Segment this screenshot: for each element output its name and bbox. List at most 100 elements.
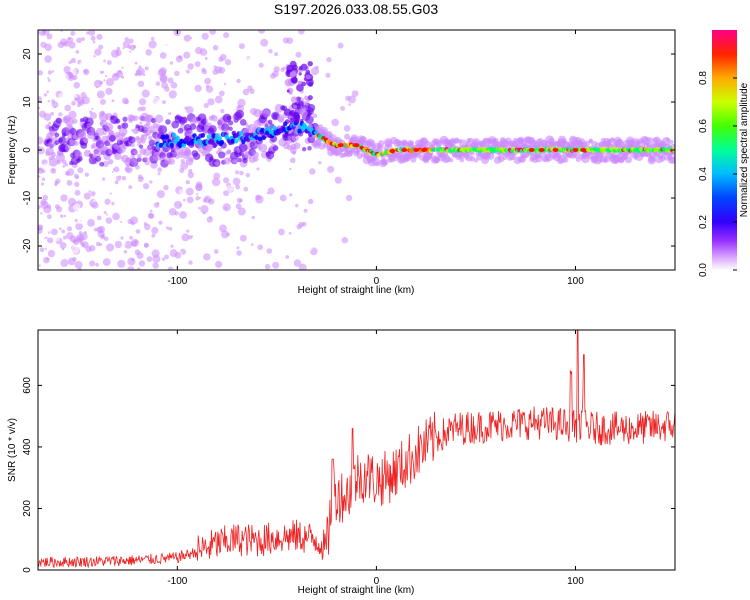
colorbar-label: Normalized spectral amplitude bbox=[739, 82, 750, 217]
colorbar-gradient bbox=[712, 30, 737, 270]
noise-blob bbox=[183, 34, 192, 42]
noise-blob bbox=[185, 106, 194, 114]
noise-blob bbox=[282, 37, 289, 44]
noise-blob bbox=[218, 56, 224, 62]
noise-blob bbox=[92, 69, 101, 78]
noise-blob bbox=[105, 75, 108, 78]
noise-blob bbox=[220, 108, 225, 114]
noise-blob bbox=[42, 163, 51, 172]
signal-halo bbox=[301, 146, 307, 152]
noise-blob bbox=[129, 55, 135, 61]
noise-blob bbox=[72, 93, 77, 99]
signal-halo bbox=[107, 159, 114, 165]
signal-halo bbox=[87, 131, 95, 140]
noise-blob bbox=[273, 66, 280, 73]
noise-blob bbox=[280, 67, 285, 72]
noise-blob bbox=[213, 172, 221, 180]
signal-halo bbox=[211, 115, 218, 122]
noise-blob bbox=[61, 73, 70, 81]
noise-blob bbox=[298, 263, 307, 270]
noise-blob bbox=[38, 96, 43, 102]
signal-spike-blob bbox=[288, 91, 293, 95]
noise-blob bbox=[198, 196, 201, 199]
noise-blob bbox=[40, 182, 45, 186]
signal-halo bbox=[238, 143, 248, 153]
noise-blob bbox=[89, 260, 96, 267]
signal-halo bbox=[147, 135, 153, 140]
signal-halo bbox=[95, 155, 102, 162]
noise-blob bbox=[113, 166, 120, 173]
signal-halo bbox=[144, 156, 149, 162]
colorbar-tick-label: 0.2 bbox=[698, 215, 709, 229]
noise-blob bbox=[90, 213, 97, 220]
noise-blob bbox=[103, 211, 107, 215]
signal-halo bbox=[192, 152, 201, 160]
signal-core bbox=[283, 121, 288, 127]
noise-blob bbox=[74, 189, 81, 196]
noise-blob bbox=[57, 41, 65, 49]
signal-halo bbox=[624, 156, 633, 164]
noise-blob bbox=[165, 40, 172, 47]
noise-blob bbox=[102, 177, 106, 181]
noise-blob bbox=[244, 103, 250, 110]
noise-blob bbox=[187, 171, 195, 179]
signal-core bbox=[206, 134, 211, 140]
noise-blob bbox=[212, 69, 219, 75]
noise-blob bbox=[301, 196, 305, 200]
noise-blob bbox=[207, 98, 215, 106]
noise-blob bbox=[90, 191, 96, 197]
noise-blob bbox=[183, 51, 191, 59]
signal-core bbox=[254, 135, 259, 141]
signal-halo bbox=[234, 159, 239, 164]
noise-blob bbox=[305, 243, 313, 252]
noise-blob bbox=[40, 200, 49, 209]
noise-blob bbox=[43, 256, 50, 264]
noise-blob bbox=[47, 70, 53, 75]
noise-blob bbox=[166, 129, 170, 133]
noise-blob bbox=[137, 267, 141, 270]
noise-blob bbox=[226, 184, 234, 193]
noise-blob bbox=[59, 242, 67, 249]
noise-blob bbox=[204, 56, 208, 61]
signal-halo bbox=[95, 127, 105, 137]
noise-blob bbox=[186, 196, 194, 204]
noise-blob bbox=[290, 198, 295, 204]
noise-blob bbox=[285, 255, 290, 259]
snr-plot-area bbox=[38, 330, 675, 570]
signal-spike-blob bbox=[286, 89, 290, 93]
noise-blob bbox=[190, 235, 194, 238]
noise-blob bbox=[141, 89, 150, 98]
noise-blob bbox=[161, 81, 169, 89]
noise-blob bbox=[202, 198, 208, 203]
noise-blob bbox=[122, 47, 125, 50]
noise-blob bbox=[239, 170, 244, 176]
noise-blob bbox=[310, 67, 320, 76]
noise-blob bbox=[80, 163, 85, 168]
snr-y-ticks: 0 200 400 600 bbox=[22, 377, 675, 573]
signal-halo bbox=[307, 104, 316, 112]
noise-blob bbox=[98, 242, 103, 247]
noise-blob bbox=[131, 240, 138, 247]
signal-halo bbox=[99, 143, 104, 148]
signal-hotspot bbox=[421, 148, 428, 152]
noise-blob bbox=[61, 229, 66, 234]
noise-blob bbox=[101, 71, 105, 74]
noise-blob bbox=[180, 161, 189, 170]
noise-blob bbox=[83, 68, 90, 76]
noise-blob bbox=[50, 112, 54, 116]
noise-blob bbox=[73, 239, 80, 246]
signal-hotspot bbox=[401, 148, 408, 152]
noise-blob bbox=[95, 262, 99, 267]
noise-blob bbox=[205, 84, 210, 88]
noise-blob bbox=[58, 112, 63, 117]
signal-hotspot bbox=[572, 148, 579, 152]
noise-blob bbox=[74, 218, 78, 223]
noise-blob bbox=[124, 166, 131, 173]
noise-blob bbox=[38, 167, 42, 172]
noise-blob bbox=[209, 216, 212, 219]
noise-blob bbox=[73, 173, 79, 179]
noise-blob bbox=[204, 77, 212, 85]
noise-blob bbox=[185, 187, 194, 196]
y-tick-label: -10 bbox=[22, 190, 33, 205]
